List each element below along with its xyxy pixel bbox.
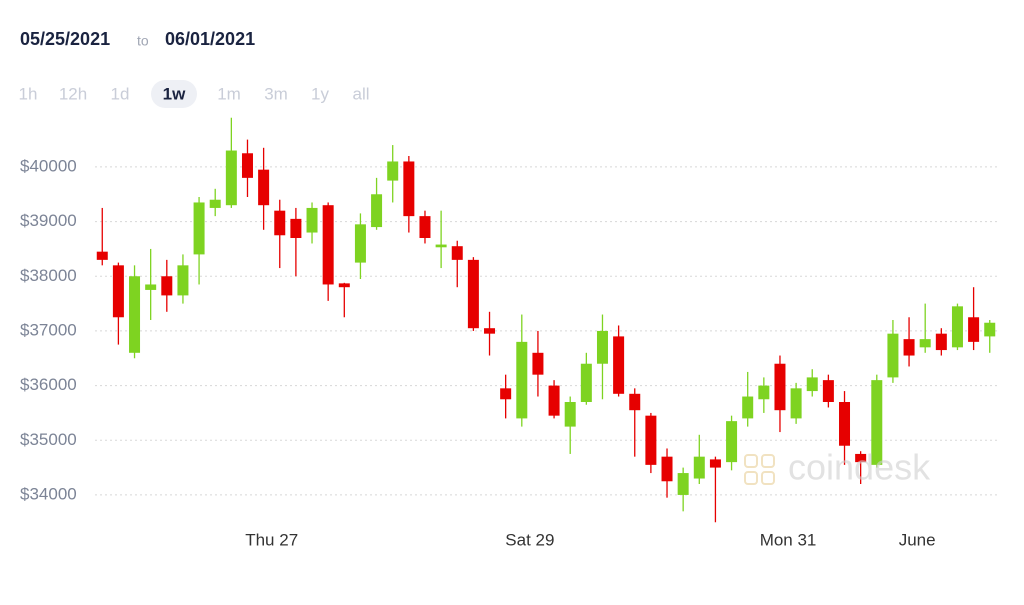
logo-square [761, 454, 775, 468]
candle-body [451, 246, 463, 260]
candle-body [354, 224, 366, 263]
logo-square [744, 471, 758, 485]
range-button[interactable]: 1m [217, 84, 241, 103]
logo-square [761, 471, 775, 485]
candle-body [338, 283, 350, 288]
candle-body [419, 216, 431, 238]
candle-body [290, 218, 302, 238]
range-button[interactable]: 12h [59, 84, 87, 103]
candle-body [693, 456, 705, 479]
candle-body [677, 473, 689, 495]
candle-body [580, 363, 592, 402]
candle-body [774, 363, 786, 411]
candle-body [935, 333, 947, 351]
candle-body [241, 153, 253, 178]
candle-body [387, 161, 399, 181]
y-tick-label: $40000 [20, 156, 77, 175]
candle-body [403, 161, 415, 217]
y-tick-label: $34000 [20, 484, 77, 503]
candle-body [629, 393, 641, 411]
candle-body [806, 377, 818, 392]
candle-body [500, 388, 512, 400]
start-date[interactable]: 05/25/2021 [20, 29, 110, 49]
candle-body [371, 194, 383, 228]
candle-body [758, 385, 770, 400]
candle-body [145, 284, 157, 290]
watermark-text: coindesk [788, 447, 931, 488]
range-button[interactable]: all [352, 84, 369, 103]
y-tick-label: $38000 [20, 266, 77, 285]
candle-body [822, 380, 834, 402]
y-tick-label: $37000 [20, 320, 77, 339]
candle-body [709, 459, 721, 468]
date-separator: to [137, 33, 149, 49]
candle-body [596, 330, 608, 364]
candle-body [871, 380, 883, 465]
candle-body [129, 276, 141, 353]
candle-body [209, 199, 221, 208]
candle-body [532, 352, 544, 375]
candle-body [919, 339, 931, 348]
candle-body [855, 453, 867, 463]
candle-body [790, 388, 802, 419]
candle-body [96, 251, 108, 260]
candle-body [177, 265, 189, 296]
logo-square [744, 454, 758, 468]
candle-body [322, 205, 334, 285]
candle-body [645, 415, 657, 465]
candle-body [564, 402, 576, 427]
candle-body [467, 259, 479, 329]
y-tick-label: $36000 [20, 375, 77, 394]
range-button[interactable]: 3m [264, 84, 288, 103]
candle-body [161, 276, 173, 296]
candle-body [968, 317, 980, 342]
x-tick-label: Sat 29 [505, 530, 554, 549]
watermark: coindesk [744, 447, 931, 488]
candle-body [274, 210, 286, 236]
candle-body [839, 402, 851, 446]
candle-body [887, 333, 899, 378]
candle-body [903, 339, 915, 356]
range-button[interactable]: 1w [163, 84, 186, 103]
x-tick-label: Mon 31 [760, 530, 817, 549]
candle-body [661, 456, 673, 482]
range-button[interactable]: 1h [19, 84, 38, 103]
range-button[interactable]: 1d [111, 84, 130, 103]
candle-body [306, 207, 318, 233]
x-tick-label: June [899, 530, 936, 549]
candle-body [726, 421, 738, 463]
candle-body [548, 385, 560, 416]
candle-body [742, 396, 754, 419]
candle-body [225, 150, 237, 206]
candle-body [112, 265, 124, 318]
candle-body [516, 341, 528, 419]
candle-body [951, 306, 963, 348]
candle-body [258, 169, 270, 206]
y-tick-label: $35000 [20, 430, 77, 449]
candle-body [984, 322, 996, 337]
x-tick-label: Thu 27 [245, 530, 298, 549]
candle-body [435, 244, 447, 248]
candle-body [484, 328, 496, 334]
end-date[interactable]: 06/01/2021 [165, 29, 255, 49]
candle-body [193, 202, 205, 255]
range-button[interactable]: 1y [311, 84, 329, 103]
y-tick-label: $39000 [20, 211, 77, 230]
selected-pill [151, 80, 197, 108]
candle-body [613, 336, 625, 394]
